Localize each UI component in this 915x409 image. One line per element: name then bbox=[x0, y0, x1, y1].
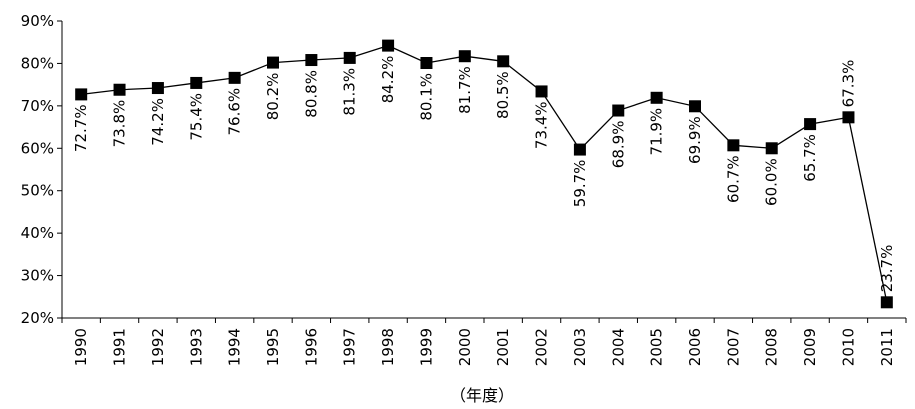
x-axis-ticks: 1990 1991 1992 1993 1994 1995 1996 1997 1998 1999… bbox=[61, 318, 907, 366]
data-point bbox=[727, 139, 740, 152]
data-label: 69.9% bbox=[686, 116, 704, 164]
y-tick-label: 40% bbox=[21, 224, 54, 242]
data-point bbox=[497, 55, 510, 68]
x-tick-label: 1991 bbox=[111, 328, 129, 366]
y-tick-label: 20% bbox=[21, 309, 54, 327]
data-label: 81.3% bbox=[341, 68, 359, 116]
data-point bbox=[842, 111, 855, 124]
data-label: 23.7% bbox=[878, 245, 896, 293]
data-label: 60.0% bbox=[763, 158, 781, 206]
x-tick-label: 1992 bbox=[149, 328, 167, 366]
y-tick-label: 90% bbox=[21, 12, 54, 30]
x-tick-label: 2007 bbox=[724, 328, 742, 366]
y-tick-label: 80% bbox=[21, 54, 54, 72]
data-label: 65.7% bbox=[801, 134, 819, 182]
data-label: 74.2% bbox=[149, 98, 167, 146]
y-axis-ticks: 20% 30% 40% 50% 60% 70% 80% 90% bbox=[21, 12, 62, 327]
data-point bbox=[689, 100, 701, 113]
data-label: 75.4% bbox=[187, 93, 205, 141]
y-tick-label: 30% bbox=[21, 267, 54, 285]
data-label: 80.1% bbox=[417, 73, 435, 121]
data-label: 72.7% bbox=[72, 104, 90, 152]
data-point bbox=[75, 88, 88, 101]
x-tick-label: 2009 bbox=[801, 328, 819, 366]
x-tick-label: 1995 bbox=[264, 328, 282, 366]
data-point bbox=[420, 57, 433, 70]
x-tick-label: 1999 bbox=[417, 328, 435, 366]
data-point bbox=[880, 296, 893, 309]
x-tick-label: 1994 bbox=[226, 328, 244, 366]
data-point bbox=[382, 39, 395, 52]
x-tick-label: 1990 bbox=[72, 328, 90, 366]
data-label: 59.7% bbox=[571, 160, 589, 208]
data-label: 76.6% bbox=[226, 88, 244, 136]
data-label: 80.5% bbox=[494, 71, 512, 119]
data-point bbox=[343, 51, 356, 64]
x-tick-label: 1998 bbox=[379, 328, 397, 366]
series-line bbox=[81, 44, 888, 303]
data-point bbox=[804, 118, 817, 131]
data-point bbox=[650, 91, 663, 104]
x-tick-label: 1993 bbox=[187, 328, 205, 366]
series-group bbox=[75, 39, 893, 309]
data-point bbox=[267, 56, 279, 69]
data-label: 73.8% bbox=[111, 100, 129, 148]
y-tick-label: 50% bbox=[21, 182, 54, 200]
data-point bbox=[113, 83, 126, 96]
x-tick-label: 2008 bbox=[763, 328, 781, 366]
x-tick-label: 1997 bbox=[341, 328, 359, 366]
x-tick-label: 2002 bbox=[533, 328, 551, 366]
data-label: 80.8% bbox=[302, 70, 320, 118]
data-label: 71.9% bbox=[648, 108, 666, 156]
x-tick-label: 2004 bbox=[609, 328, 627, 366]
data-label: 81.7% bbox=[456, 66, 474, 114]
data-label: 67.3% bbox=[839, 60, 857, 108]
data-label: 80.2% bbox=[264, 73, 282, 121]
data-point bbox=[151, 82, 164, 95]
x-tick-label: 2006 bbox=[686, 328, 704, 366]
data-point bbox=[573, 143, 586, 156]
x-axis-title: （年度） bbox=[450, 386, 514, 405]
data-label: 73.4% bbox=[533, 101, 551, 149]
data-label: 60.7% bbox=[724, 155, 742, 203]
x-tick-label: 2010 bbox=[839, 328, 857, 366]
data-point bbox=[190, 76, 203, 89]
data-point bbox=[765, 142, 778, 155]
data-label: 68.9% bbox=[609, 121, 627, 169]
x-tick-label: 2005 bbox=[648, 328, 666, 366]
x-tick-label: 2011 bbox=[878, 328, 896, 366]
data-label: 84.2% bbox=[379, 56, 397, 104]
y-tick-label: 70% bbox=[21, 97, 54, 115]
x-tick-label: 2003 bbox=[571, 328, 589, 366]
data-point bbox=[612, 104, 625, 117]
data-point bbox=[228, 71, 241, 84]
x-tick-label: 2000 bbox=[456, 328, 474, 366]
data-point bbox=[458, 50, 471, 63]
data-point bbox=[535, 85, 548, 98]
data-labels: 72.7% 73.8% 74.2% 75.4% 76.6% 80.2% 80.8% 81.3%… bbox=[72, 56, 896, 293]
y-tick-label: 60% bbox=[21, 139, 54, 157]
x-tick-label: 1996 bbox=[302, 328, 320, 366]
data-point bbox=[305, 54, 318, 67]
x-tick-label: 2001 bbox=[494, 328, 512, 366]
